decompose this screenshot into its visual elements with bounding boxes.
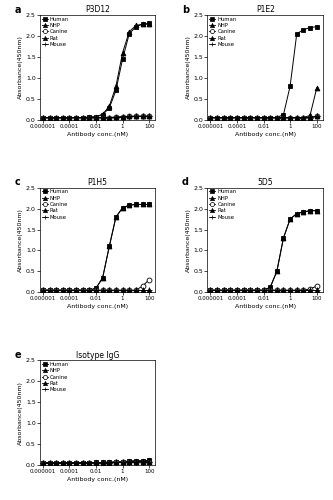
Legend: Human, NHP, Canine, Rat, Mouse: Human, NHP, Canine, Rat, Mouse xyxy=(208,188,237,220)
Title: 5D5: 5D5 xyxy=(257,178,273,187)
Text: a: a xyxy=(15,4,21,15)
Y-axis label: Absorbance(450nm): Absorbance(450nm) xyxy=(18,380,23,444)
Y-axis label: Absorbance(450nm): Absorbance(450nm) xyxy=(18,208,23,272)
Y-axis label: Absorbance(450nm): Absorbance(450nm) xyxy=(18,36,23,100)
Y-axis label: Absorbance(450nm): Absorbance(450nm) xyxy=(186,208,191,272)
X-axis label: Antibody conc.(nM): Antibody conc.(nM) xyxy=(67,304,128,310)
Legend: Human, NHP, Canine, Rat, Mouse: Human, NHP, Canine, Rat, Mouse xyxy=(41,362,70,392)
Y-axis label: Absorbance(450nm): Absorbance(450nm) xyxy=(186,36,191,100)
Title: P3D12: P3D12 xyxy=(85,5,110,14)
Title: P1H5: P1H5 xyxy=(88,178,108,187)
Text: e: e xyxy=(15,350,21,360)
X-axis label: Antibody conc.(nM): Antibody conc.(nM) xyxy=(235,304,296,310)
X-axis label: Antibody conc.(nM): Antibody conc.(nM) xyxy=(67,132,128,136)
Legend: Human, NHP, Canine, Rat, Mouse: Human, NHP, Canine, Rat, Mouse xyxy=(208,16,237,48)
X-axis label: Antibody conc.(nM): Antibody conc.(nM) xyxy=(67,477,128,482)
Title: P1E2: P1E2 xyxy=(256,5,275,14)
Text: c: c xyxy=(15,177,20,187)
Title: Isotype IgG: Isotype IgG xyxy=(76,350,120,360)
Text: b: b xyxy=(182,4,189,15)
Text: d: d xyxy=(182,177,189,187)
Legend: Human, NHP, Canine, Rat, Mouse: Human, NHP, Canine, Rat, Mouse xyxy=(41,16,70,48)
Legend: Human, NHP, Canine, Rat, Mouse: Human, NHP, Canine, Rat, Mouse xyxy=(41,188,70,220)
X-axis label: Antibody conc.(nM): Antibody conc.(nM) xyxy=(235,132,296,136)
